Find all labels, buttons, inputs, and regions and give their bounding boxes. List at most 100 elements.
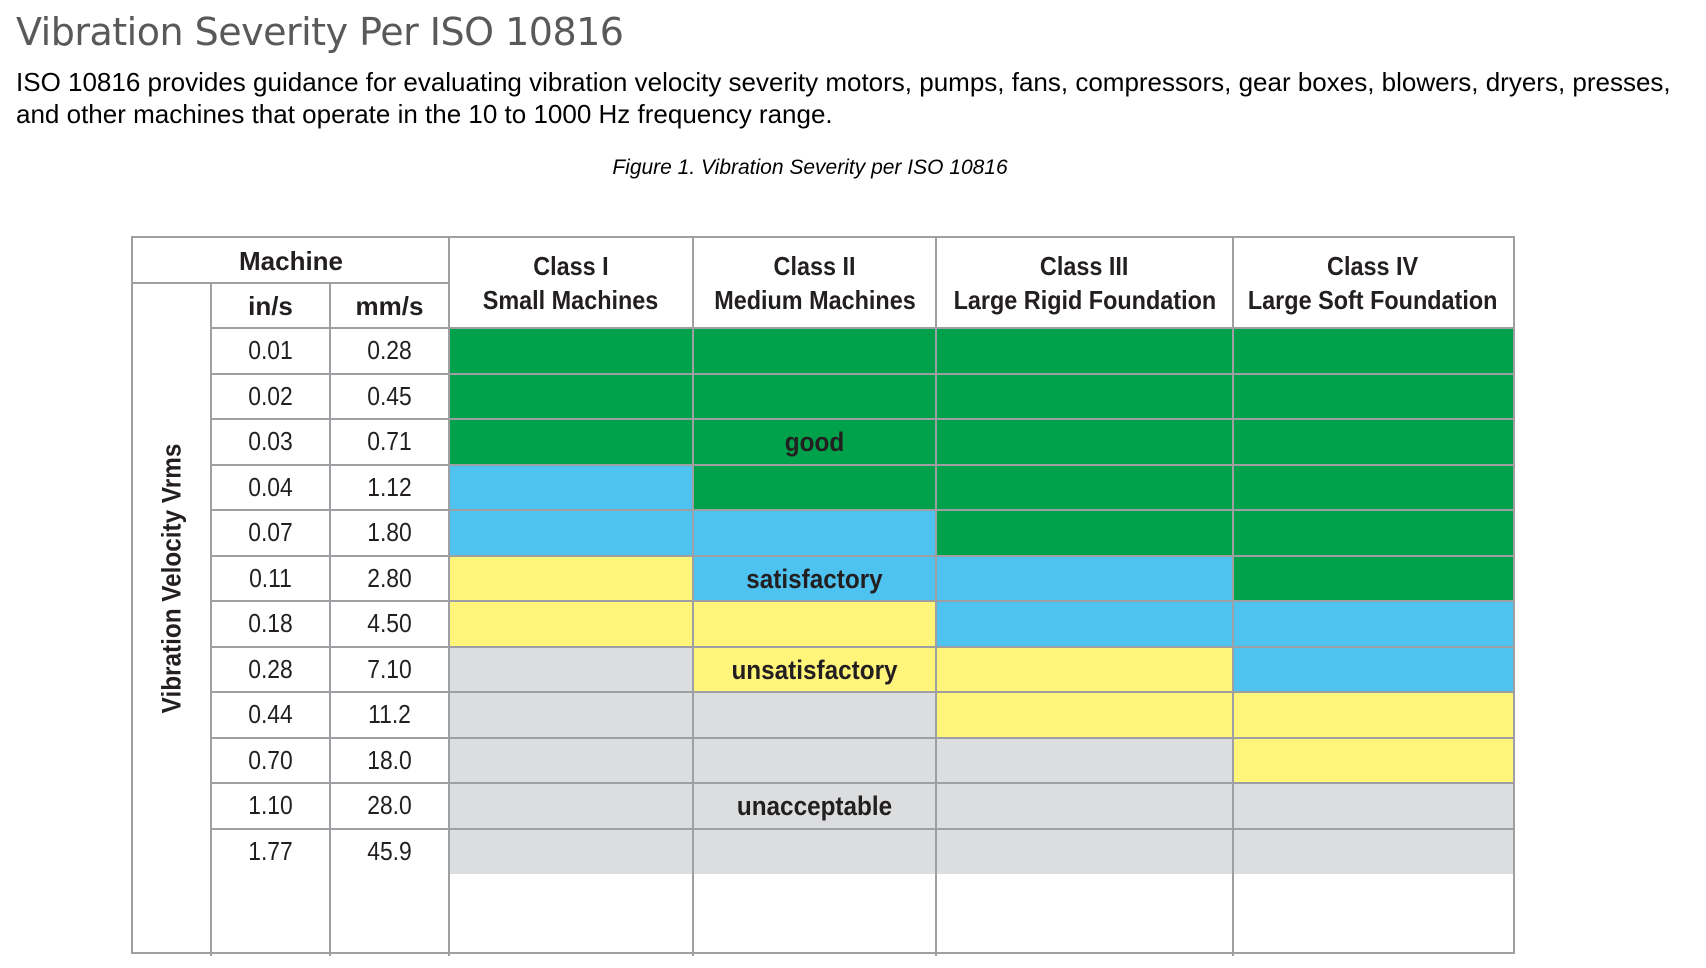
zone-cell	[936, 828, 1233, 874]
zone-cell	[693, 328, 936, 374]
grid-line	[211, 372, 449, 375]
grid-line	[449, 554, 1513, 557]
zone-cell	[936, 510, 1233, 556]
zone-cell	[449, 510, 693, 556]
mm-s-value: 4.50	[367, 608, 412, 639]
class-name: Class I	[533, 251, 609, 281]
zone-label-unsatisfactory: unsatisfactory	[731, 654, 898, 685]
grid-line	[211, 691, 449, 693]
class-header: Class II Medium Machines	[693, 238, 936, 328]
zone-cell	[1233, 601, 1513, 647]
grid-line	[211, 509, 449, 511]
zone-cell	[936, 328, 1233, 374]
in-s-value: 0.44	[248, 699, 293, 730]
in-s-value: 1.77	[248, 835, 293, 866]
class-description: Large Soft Foundation	[1248, 285, 1498, 315]
grid-line	[449, 372, 1513, 375]
class-name: Class III	[1040, 251, 1129, 281]
mm-s-value: 28.0	[367, 790, 412, 821]
zone-cell	[693, 783, 936, 829]
zone-cell	[1233, 464, 1513, 510]
zone-cell	[1233, 828, 1513, 874]
grid-line	[329, 283, 331, 956]
in-s-value: 0.04	[248, 471, 293, 502]
zone-cell	[449, 737, 693, 783]
zone-cell	[693, 737, 936, 783]
class-name: Class II	[773, 251, 856, 281]
zone-cell	[693, 373, 936, 419]
grid-line	[211, 782, 449, 784]
grid-line	[211, 827, 449, 830]
grid-line	[211, 418, 449, 420]
mm-s-value: 2.80	[367, 562, 412, 593]
in-s-value: 0.18	[248, 608, 293, 639]
in-s-value: 0.02	[248, 380, 293, 411]
grid-line	[1232, 238, 1234, 956]
grid-line	[449, 418, 1513, 420]
class-description: Large Rigid Foundation	[953, 285, 1216, 315]
mm-s-value: 0.28	[367, 335, 412, 366]
grid-line	[449, 645, 1513, 648]
severity-table: Machine in/s mm/s Class I Small Machines Clas…	[131, 236, 1515, 956]
grid-line	[449, 600, 1513, 602]
mm-s-value: 1.80	[367, 517, 412, 548]
zone-cell	[449, 464, 693, 510]
grid-line	[211, 645, 449, 648]
grid-line	[449, 463, 1513, 466]
in-s-value: 0.28	[248, 653, 293, 684]
grid-line	[449, 782, 1513, 784]
unit-header: mm/s	[355, 290, 424, 321]
grid-line	[210, 283, 212, 956]
class-header: Class I Small Machines	[449, 238, 693, 328]
zone-cell	[449, 555, 693, 601]
zone-cell	[1233, 373, 1513, 419]
grid-line	[448, 238, 450, 956]
zone-label-satisfactory: satisfactory	[746, 563, 883, 594]
zone-cell	[693, 601, 936, 647]
machine-header: Machine	[238, 245, 344, 276]
grid-line	[211, 463, 449, 466]
zone-label-unacceptable: unacceptable	[736, 791, 893, 821]
grid-line	[692, 238, 694, 956]
zone-cell	[1233, 783, 1513, 829]
unit-header: in/s	[248, 290, 293, 321]
class-name: Class IV	[1327, 251, 1419, 281]
mm-s-value: 0.45	[367, 380, 412, 411]
zone-cell	[693, 692, 936, 738]
zone-cell	[1233, 328, 1513, 374]
zone-cell	[1233, 419, 1513, 465]
grid-line	[449, 509, 1513, 511]
zone-cell	[449, 646, 693, 692]
mm-s-value: 18.0	[367, 744, 412, 775]
in-s-value: 0.03	[248, 426, 293, 457]
zone-cell	[693, 419, 936, 465]
in-s-value: 0.70	[248, 744, 293, 775]
zone-cell	[1233, 555, 1513, 601]
grid-line	[449, 736, 1513, 739]
grid-line	[211, 600, 449, 602]
zone-cell	[693, 828, 936, 874]
zone-cell	[936, 646, 1233, 692]
figure-caption: Figure 1. Vibration Severity per ISO 108…	[612, 156, 1008, 179]
intro-paragraph: ISO 10816 provides guidance for evaluati…	[16, 67, 1671, 129]
zone-cell	[449, 828, 693, 874]
zone-label-good: good	[784, 427, 845, 457]
grid-line	[211, 554, 449, 557]
zone-cell	[693, 464, 936, 510]
grid-line	[211, 327, 449, 329]
grid-line	[449, 691, 1513, 693]
zone-cell	[936, 464, 1233, 510]
class-description: Small Machines	[483, 285, 659, 315]
mm-s-value: 11.2	[368, 699, 411, 730]
zone-cell	[1233, 646, 1513, 692]
zone-cell	[936, 373, 1233, 419]
in-s-value: 1.10	[248, 790, 293, 821]
zone-cell	[693, 510, 936, 556]
zone-cell	[449, 601, 693, 647]
mm-s-value: 1.12	[367, 471, 412, 502]
grid-line	[449, 827, 1513, 830]
zone-cell	[936, 601, 1233, 647]
grid-line	[449, 327, 1513, 329]
class-header: Class IV Large Soft Foundation	[1233, 238, 1513, 328]
velocity-axis-label: Vibration Velocity Vrms	[156, 443, 187, 714]
